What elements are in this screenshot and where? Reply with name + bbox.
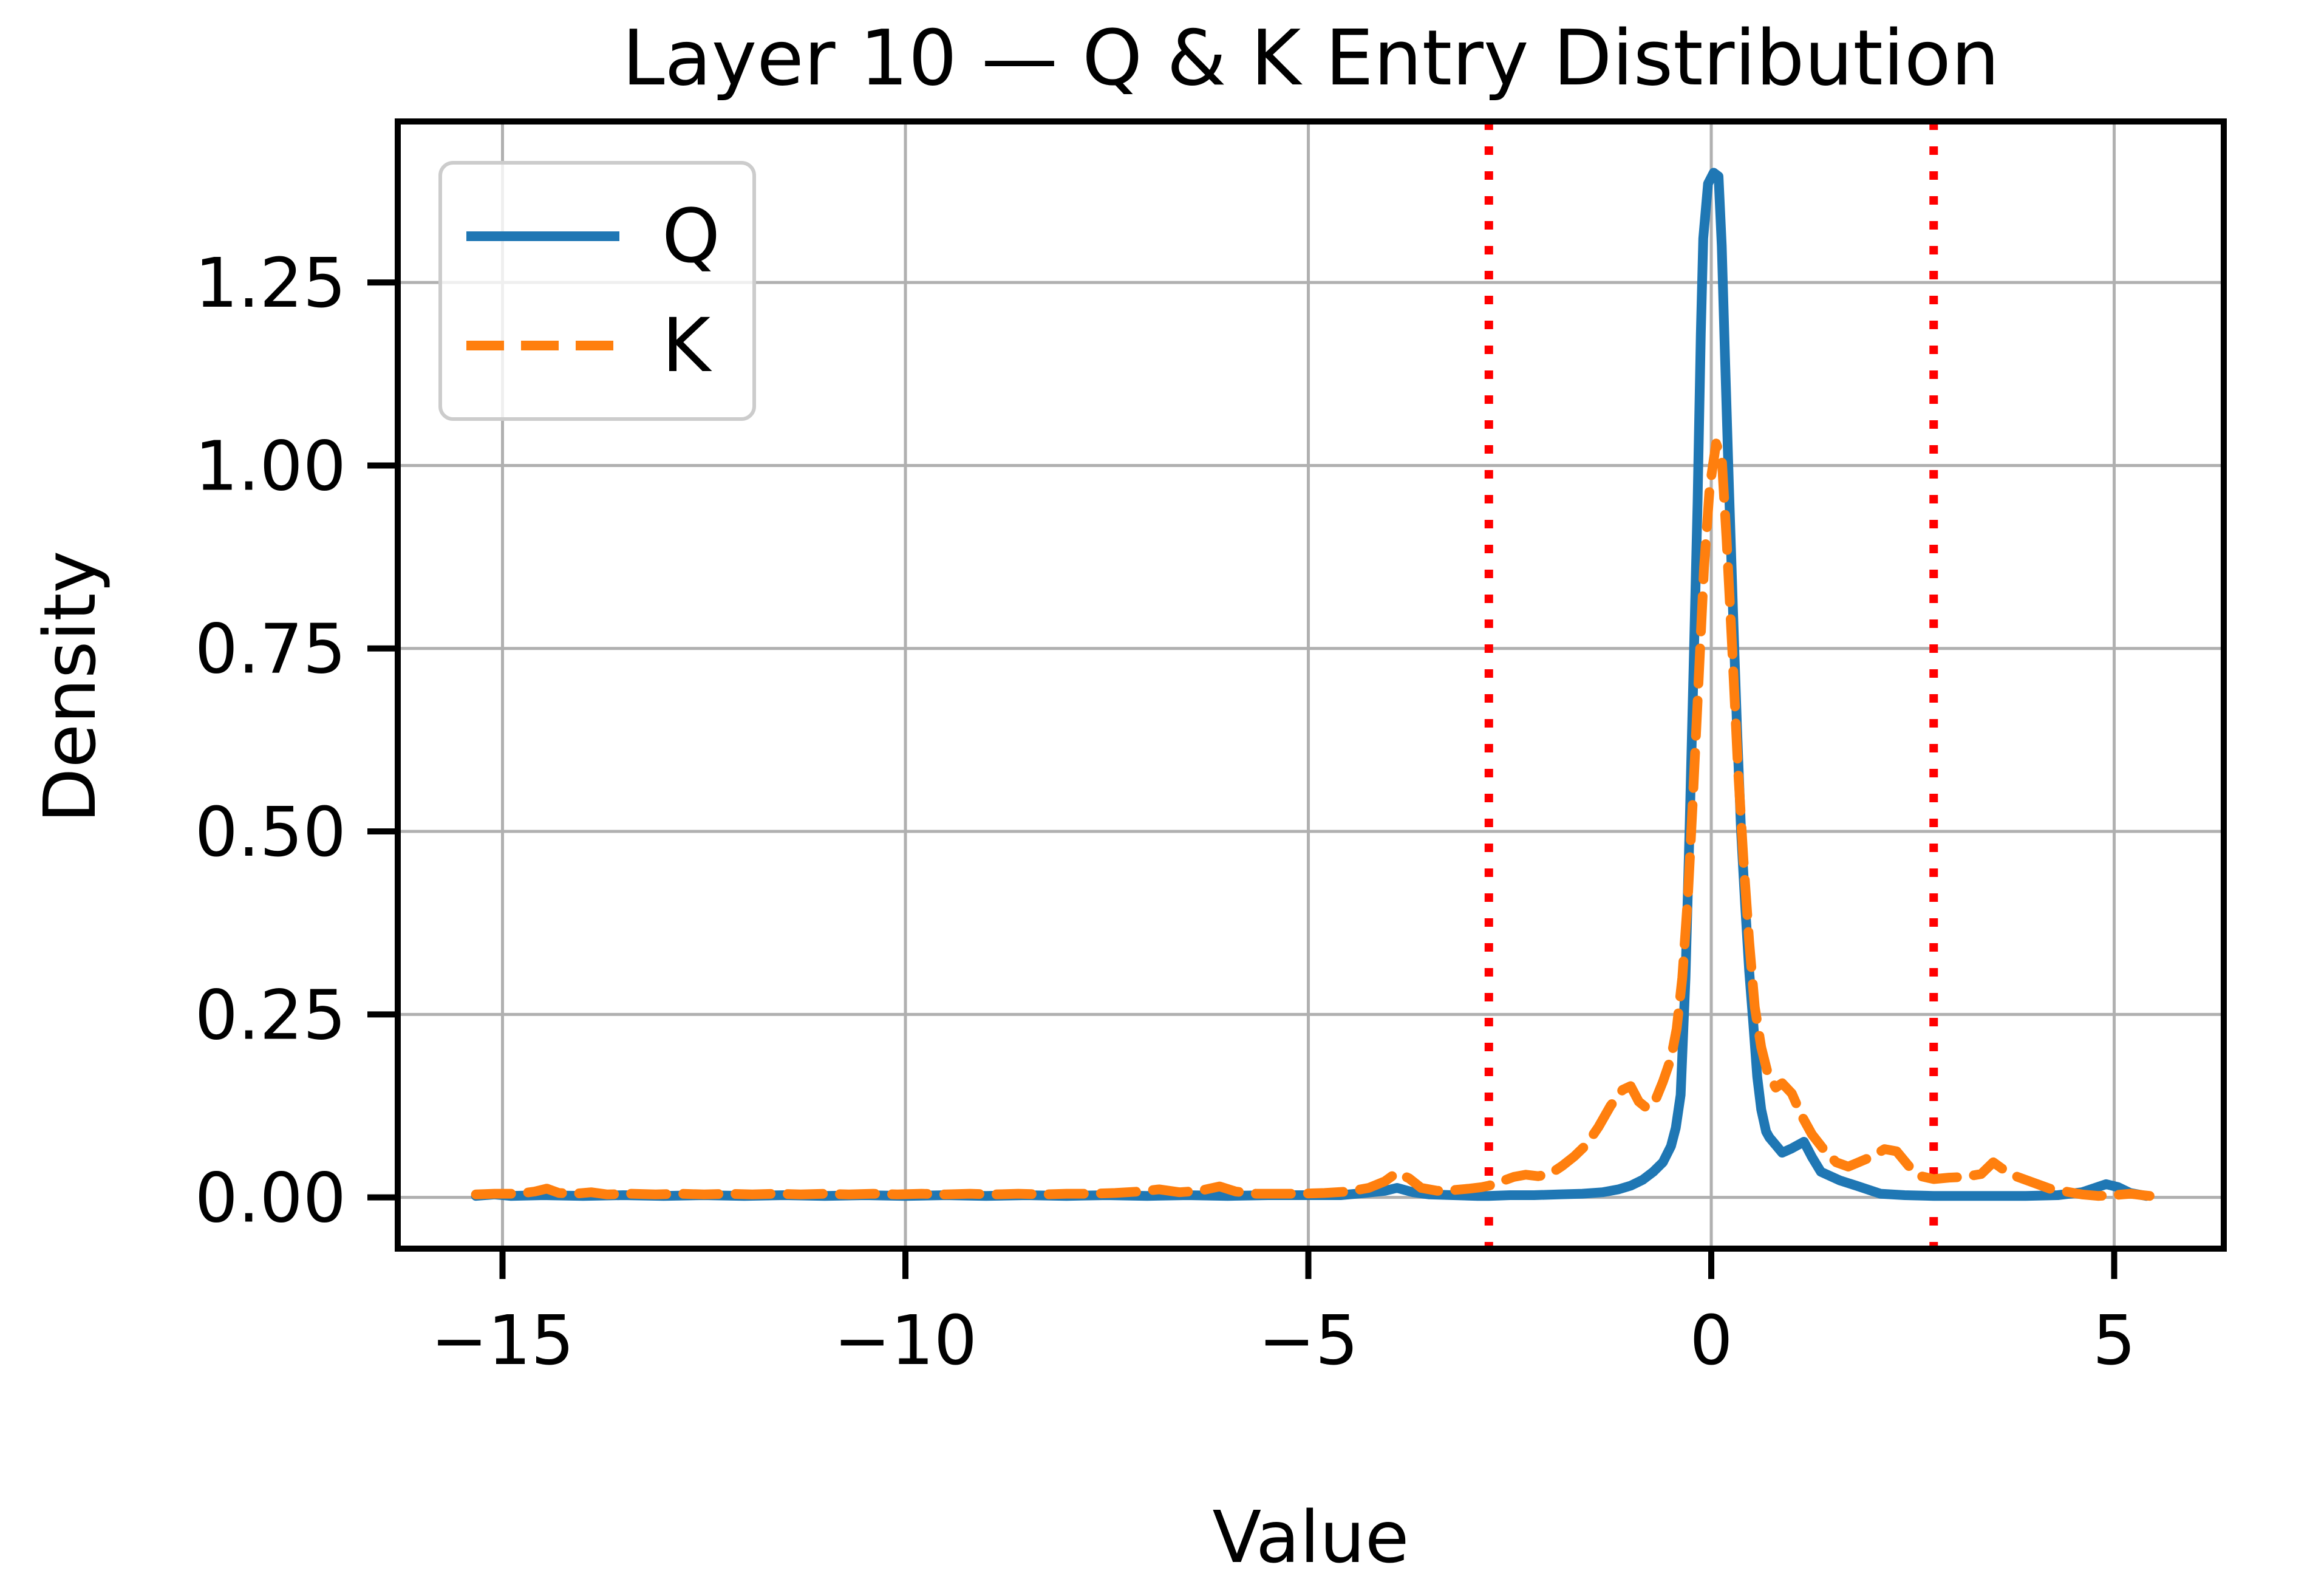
y-tick-label: 1.25 <box>195 244 346 323</box>
x-axis-label: Value <box>1212 1495 1409 1579</box>
x-tick-label: 0 <box>1689 1301 1732 1380</box>
y-axis-label: Density <box>28 550 112 824</box>
k-series-line <box>471 438 2155 1201</box>
y-tick-label: 1.00 <box>195 427 346 506</box>
legend-entry-k: K <box>466 309 728 383</box>
x-tick-label: −5 <box>1258 1301 1358 1380</box>
x-tick-label: −15 <box>431 1301 574 1380</box>
y-tick-label: 0.50 <box>195 793 346 872</box>
y-tick-label: 0.00 <box>195 1159 346 1238</box>
legend-entry-q: Q <box>466 199 728 273</box>
chart-title: Layer 10 — Q & K Entry Distribution <box>622 13 2000 103</box>
x-tick-label: −10 <box>834 1301 977 1380</box>
legend-line-sample-q <box>466 231 619 241</box>
x-tick-label: 5 <box>2093 1301 2136 1380</box>
legend-label-k: K <box>662 302 711 389</box>
legend-line-sample-k <box>466 341 619 350</box>
y-tick-label: 0.75 <box>195 610 346 689</box>
legend-label-q: Q <box>662 193 721 279</box>
y-tick-label: 0.25 <box>195 976 346 1055</box>
legend-box: Q K <box>438 161 756 421</box>
